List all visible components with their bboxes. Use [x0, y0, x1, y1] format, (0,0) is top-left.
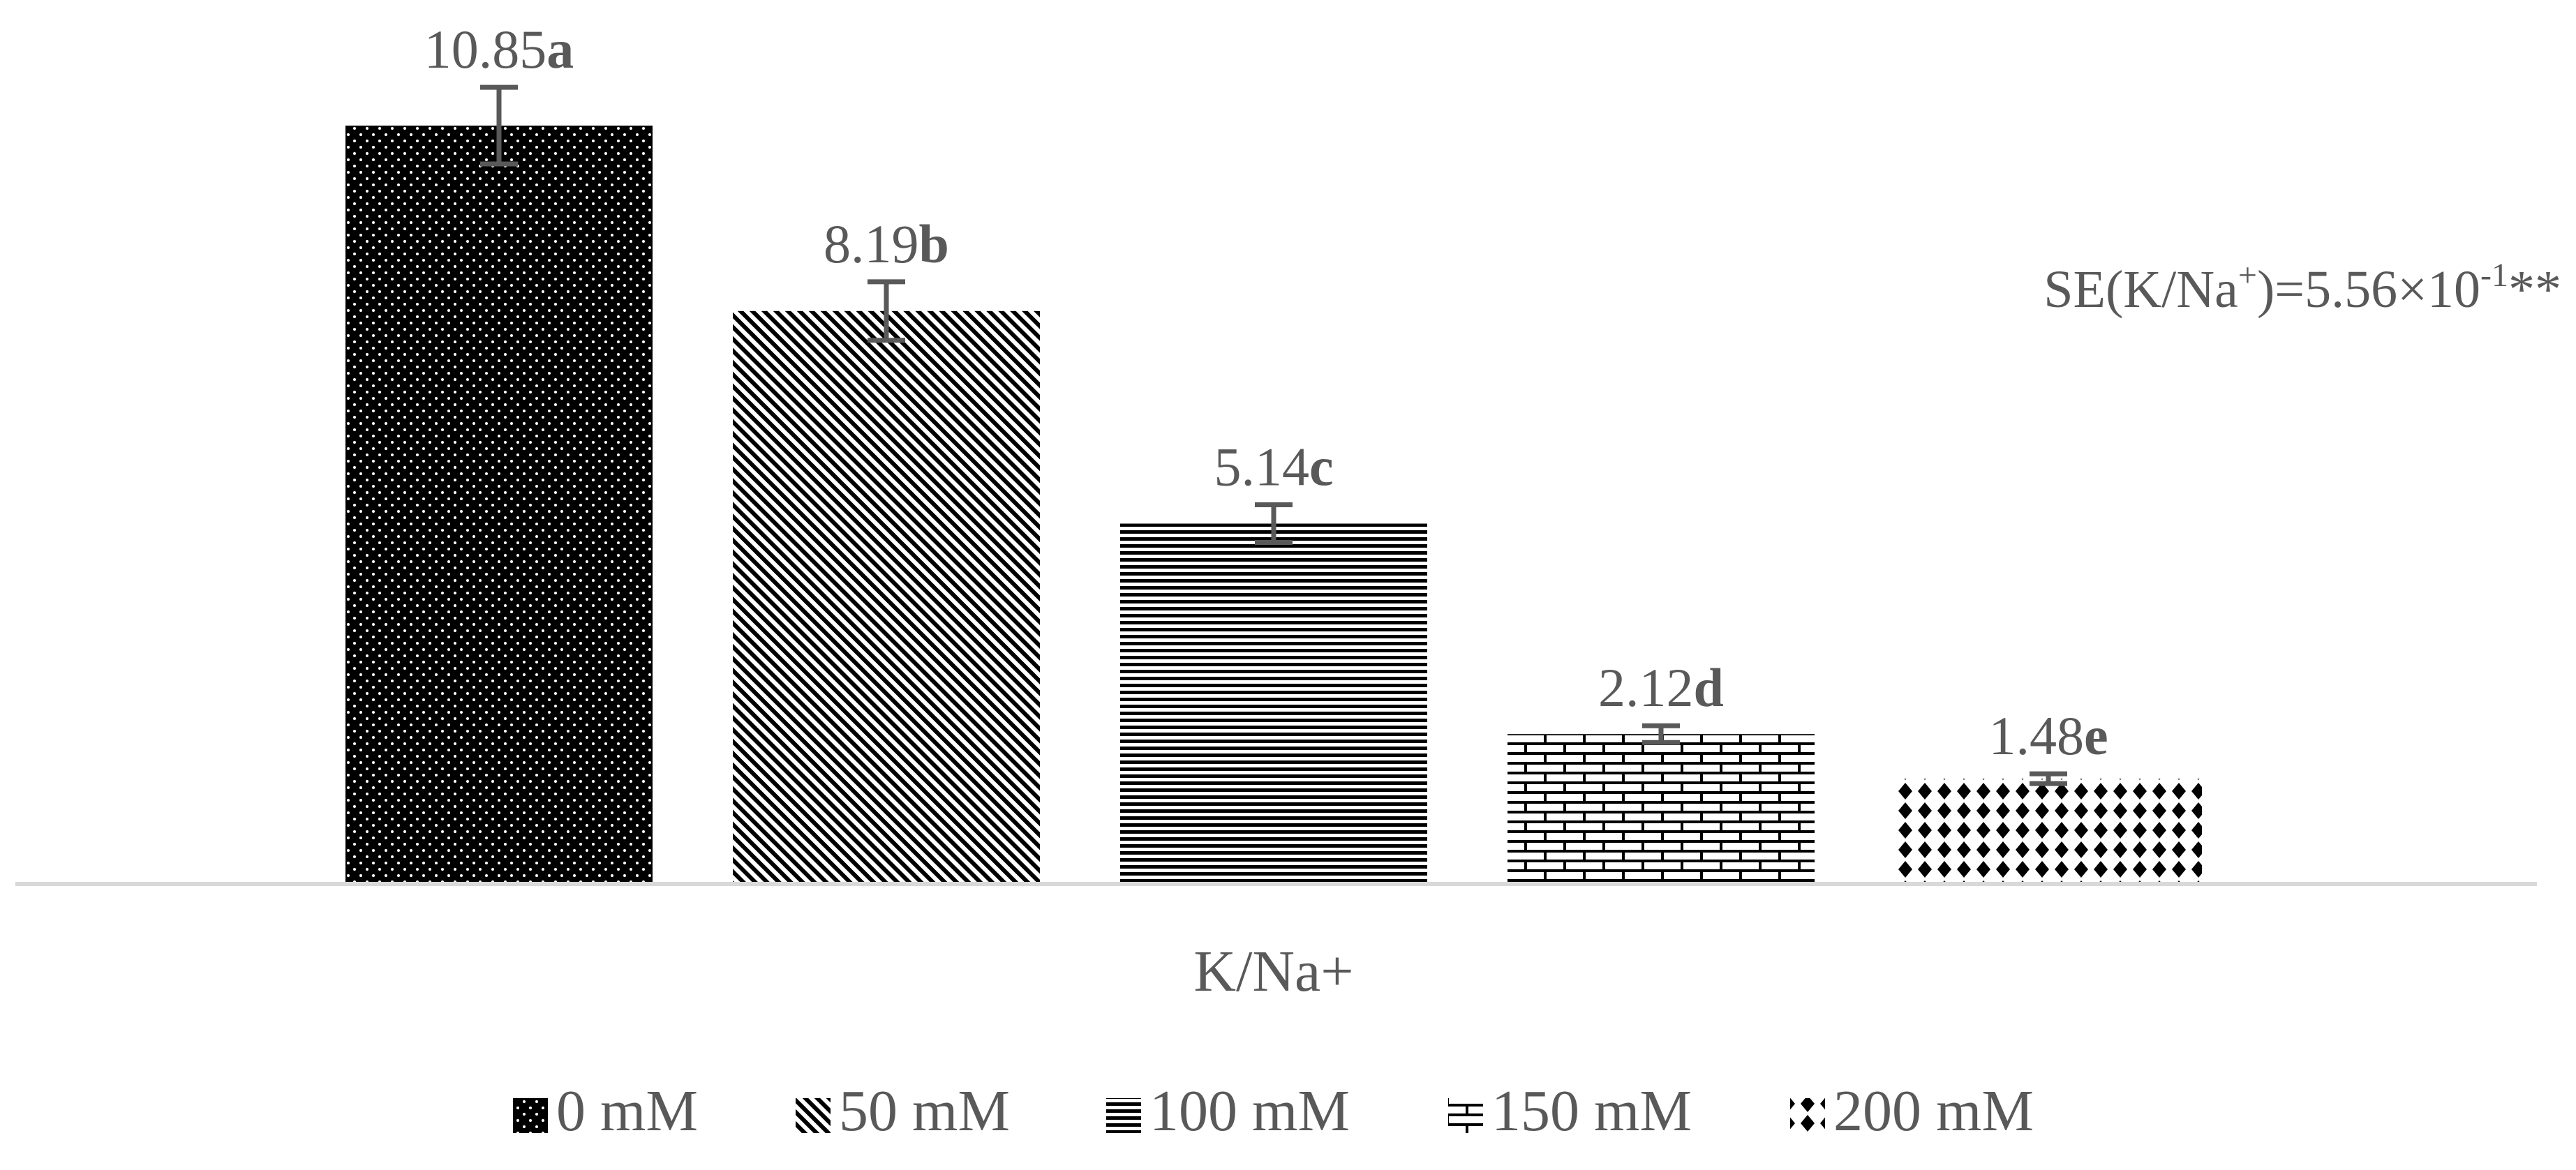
legend-swatch [513, 1098, 548, 1133]
error-bar-200-mm [2030, 771, 2067, 786]
legend-label: 100 mM [1149, 1079, 1350, 1143]
x-category-label: K/Na+ [1193, 939, 1353, 1004]
data-label-50-mm: 8.19b [824, 213, 949, 274]
bar-150-mm [1507, 734, 1815, 882]
error-bars-group [480, 84, 2067, 786]
legend-swatch [1448, 1098, 1483, 1133]
legend-item-100-mm: 100 mM [1106, 1079, 1350, 1143]
bar-200-mm [1895, 779, 2202, 882]
legend-label: 0 mM [556, 1079, 698, 1143]
bar-50-mm [733, 310, 1040, 883]
legend: 0 mM 50 mM 100 mM 150 mM 200 mM [513, 1079, 2034, 1143]
value-labels-group: 10.85a 8.19b 5.14c 2.12d 1.48e [424, 19, 2108, 766]
legend-label: 200 mM [1833, 1079, 2034, 1143]
data-label-0-mm: 10.85a [424, 19, 574, 80]
error-bar-100-mm [1255, 502, 1293, 545]
legend-item-150-mm: 150 mM [1448, 1079, 1692, 1143]
legend-item-50-mm: 50 mM [796, 1079, 1010, 1143]
legend-item-200-mm: 200 mM [1790, 1079, 2034, 1143]
data-label-200-mm: 1.48e [1988, 705, 2108, 766]
legend-swatch [796, 1098, 831, 1133]
legend-label: 50 mM [839, 1079, 1010, 1143]
data-label-100-mm: 5.14c [1214, 437, 1333, 497]
legend-swatch [1790, 1098, 1825, 1133]
bar-100-mm [1120, 523, 1427, 882]
legend-label: 150 mM [1491, 1079, 1692, 1143]
error-bar-50-mm [868, 279, 905, 343]
data-label-150-mm: 2.12d [1598, 657, 1724, 718]
bar-0-mm [345, 126, 653, 883]
error-bar-150-mm [1642, 723, 1680, 745]
legend-swatch [1106, 1098, 1141, 1133]
bars-group [345, 126, 2202, 883]
error-bar-0-mm [480, 84, 518, 167]
legend-item-0-mm: 0 mM [513, 1079, 698, 1143]
se-annotation: SE(K/Na+)=5.56×10-1** [2043, 257, 2561, 319]
